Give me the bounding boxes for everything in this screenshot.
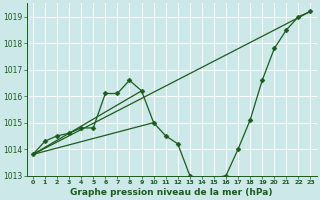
X-axis label: Graphe pression niveau de la mer (hPa): Graphe pression niveau de la mer (hPa)	[70, 188, 273, 197]
